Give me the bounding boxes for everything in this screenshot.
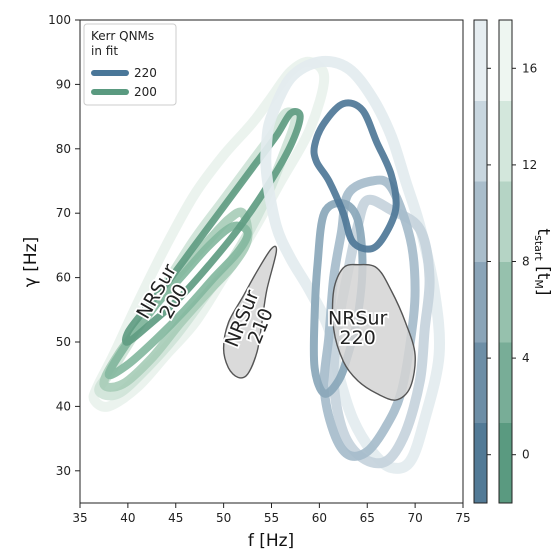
legend-label-200: 200 <box>134 85 157 99</box>
x-tick-label-55: 55 <box>264 511 279 525</box>
colorbar-segment <box>499 261 512 343</box>
reference-regions <box>222 245 416 401</box>
region-label-nrsur220: NRSur 220 <box>328 307 388 349</box>
y-tick-label-40: 40 <box>56 399 71 413</box>
colorbar-tick-label-12: 12 <box>522 158 537 172</box>
y-tick-label-100: 100 <box>48 13 71 27</box>
x-axis-ticks: 35 40 45 50 55 60 65 70 75 <box>72 503 471 525</box>
colorbar-segment <box>499 422 512 504</box>
x-axis-label: f [Hz] <box>248 531 294 551</box>
x-tick-label-45: 45 <box>168 511 183 525</box>
legend-box <box>83 23 177 106</box>
colorbar-segment <box>499 20 512 101</box>
x-tick-label-35: 35 <box>72 511 87 525</box>
contour-series <box>88 55 446 474</box>
colorbar-segment <box>499 342 512 423</box>
colorbar-segment <box>499 100 512 182</box>
x-tick-label-65: 65 <box>360 511 375 525</box>
colorbar-segment <box>474 181 487 262</box>
y-axis-ticks: 30 40 50 60 70 80 90 100 <box>48 13 80 478</box>
contour-200-t4 <box>104 221 252 380</box>
contour-220-t4 <box>309 199 367 398</box>
colorbar-segment <box>474 422 487 504</box>
y-tick-label-60: 60 <box>56 271 71 285</box>
colorbar-220 <box>473 19 491 504</box>
contour-220-t8 <box>319 175 420 461</box>
colorbar-tick-label-0: 0 <box>522 448 530 462</box>
colorbar-label: tstart [tM] <box>532 228 553 295</box>
contour-200-t0 <box>122 108 304 346</box>
x-tick-label-75: 75 <box>455 511 470 525</box>
legend-title-line-2: in fit <box>91 44 118 58</box>
colorbar-segment <box>474 261 487 343</box>
y-tick-label-30: 30 <box>56 464 71 478</box>
contour-220-t0 <box>310 99 400 253</box>
y-tick-label-70: 70 <box>56 206 71 220</box>
x-tick-label-70: 70 <box>407 511 422 525</box>
region-nrsur220 <box>331 263 416 401</box>
colorbar-segment <box>499 181 512 262</box>
legend-label-220: 220 <box>134 66 157 80</box>
region-nrsur210 <box>222 245 278 379</box>
y-tick-label-50: 50 <box>56 335 71 349</box>
y-tick-label-80: 80 <box>56 142 71 156</box>
y-tick-label-90: 90 <box>56 77 71 91</box>
colorbar-segment <box>474 100 487 182</box>
colorbar-segment <box>474 342 487 423</box>
colorbar-tick-label-16: 16 <box>522 61 537 75</box>
colorbar-tick-label-4: 4 <box>522 351 530 365</box>
legend: Kerr QNMs in fit 220 200 <box>83 23 177 106</box>
x-tick-label-40: 40 <box>120 511 135 525</box>
colorbar-tick-label-8: 8 <box>522 255 530 269</box>
colorbar-segment <box>474 20 487 101</box>
contour-220-t16 <box>260 55 446 474</box>
colorbar-200: 0 4 8 12 16 <box>498 19 537 504</box>
legend-title-line-1: Kerr QNMs <box>91 29 154 43</box>
y-axis-label: γ [Hz] <box>21 237 41 287</box>
x-tick-label-60: 60 <box>312 511 327 525</box>
x-tick-label-50: 50 <box>216 511 231 525</box>
